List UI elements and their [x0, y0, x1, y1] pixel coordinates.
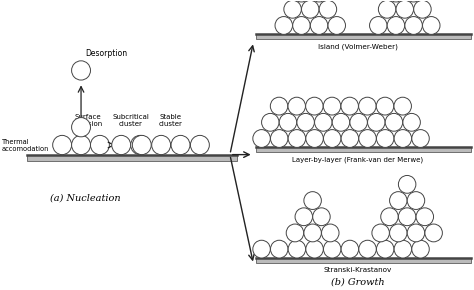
- Circle shape: [425, 224, 442, 242]
- Circle shape: [323, 130, 341, 147]
- Circle shape: [323, 97, 341, 115]
- Circle shape: [315, 113, 332, 131]
- Circle shape: [253, 240, 270, 258]
- Circle shape: [304, 224, 321, 242]
- Circle shape: [414, 0, 431, 18]
- Circle shape: [341, 130, 359, 147]
- Circle shape: [405, 17, 422, 35]
- Circle shape: [191, 135, 210, 155]
- Circle shape: [372, 224, 390, 242]
- Circle shape: [390, 192, 407, 209]
- Circle shape: [407, 224, 425, 242]
- Circle shape: [131, 135, 150, 155]
- Circle shape: [310, 0, 328, 2]
- Circle shape: [381, 208, 398, 226]
- Text: Stable
cluster: Stable cluster: [159, 114, 183, 127]
- Circle shape: [387, 17, 405, 35]
- Text: Stranski-Krastanov: Stranski-Krastanov: [323, 267, 392, 273]
- Circle shape: [271, 240, 288, 258]
- Circle shape: [394, 240, 411, 258]
- Circle shape: [132, 135, 151, 155]
- Circle shape: [422, 17, 440, 35]
- Circle shape: [271, 130, 288, 147]
- Circle shape: [350, 113, 367, 131]
- Bar: [27, 155, 237, 161]
- Circle shape: [378, 0, 396, 18]
- Text: Layer-by-layer (Frank-van der Merwe): Layer-by-layer (Frank-van der Merwe): [292, 156, 423, 163]
- Circle shape: [297, 113, 314, 131]
- Circle shape: [91, 135, 109, 155]
- Circle shape: [292, 17, 310, 35]
- Text: Desorption: Desorption: [85, 49, 127, 58]
- Circle shape: [72, 135, 91, 155]
- Text: Island (Volmer-Weber): Island (Volmer-Weber): [318, 43, 398, 50]
- Circle shape: [112, 135, 131, 155]
- Text: Thermal
accomodation: Thermal accomodation: [1, 139, 49, 151]
- Circle shape: [376, 130, 394, 147]
- Text: (b) Growth: (b) Growth: [331, 278, 384, 287]
- Bar: [256, 147, 471, 152]
- Bar: [256, 258, 471, 263]
- Circle shape: [385, 113, 403, 131]
- Circle shape: [367, 113, 385, 131]
- Circle shape: [405, 0, 422, 2]
- Circle shape: [152, 135, 171, 155]
- Circle shape: [398, 208, 416, 226]
- Circle shape: [359, 97, 376, 115]
- Circle shape: [72, 117, 91, 137]
- Circle shape: [275, 17, 292, 35]
- Circle shape: [341, 240, 359, 258]
- Circle shape: [171, 135, 190, 155]
- Circle shape: [53, 135, 72, 155]
- Circle shape: [292, 0, 310, 2]
- Text: (a) Nucleation: (a) Nucleation: [50, 193, 121, 202]
- Circle shape: [288, 97, 305, 115]
- Circle shape: [301, 0, 319, 18]
- Circle shape: [394, 97, 411, 115]
- Circle shape: [376, 240, 394, 258]
- Circle shape: [332, 113, 350, 131]
- Circle shape: [286, 224, 304, 242]
- Circle shape: [387, 0, 405, 2]
- Circle shape: [412, 240, 429, 258]
- Circle shape: [403, 113, 420, 131]
- Circle shape: [304, 192, 321, 209]
- Circle shape: [328, 17, 346, 35]
- Circle shape: [370, 17, 387, 35]
- Circle shape: [306, 240, 323, 258]
- Circle shape: [270, 97, 288, 115]
- Circle shape: [284, 0, 301, 18]
- Circle shape: [407, 192, 425, 209]
- Bar: [256, 35, 471, 39]
- Circle shape: [412, 130, 429, 147]
- Circle shape: [279, 113, 297, 131]
- Circle shape: [396, 0, 413, 18]
- Circle shape: [313, 208, 330, 226]
- Circle shape: [376, 97, 394, 115]
- Circle shape: [390, 224, 407, 242]
- Circle shape: [416, 208, 434, 226]
- Circle shape: [359, 130, 376, 147]
- Circle shape: [295, 208, 312, 226]
- Circle shape: [306, 130, 323, 147]
- Circle shape: [341, 97, 358, 115]
- Circle shape: [394, 130, 411, 147]
- Circle shape: [310, 17, 328, 35]
- Circle shape: [398, 175, 416, 193]
- Circle shape: [323, 240, 341, 258]
- Text: Subcritical
cluster: Subcritical cluster: [112, 114, 149, 127]
- Circle shape: [253, 130, 270, 147]
- Circle shape: [288, 130, 306, 147]
- Circle shape: [359, 240, 376, 258]
- Circle shape: [72, 61, 91, 80]
- Circle shape: [306, 97, 323, 115]
- Text: Surface
diffusion: Surface diffusion: [73, 114, 103, 127]
- Circle shape: [321, 224, 339, 242]
- Circle shape: [288, 240, 306, 258]
- Circle shape: [319, 0, 337, 18]
- Circle shape: [262, 113, 279, 131]
